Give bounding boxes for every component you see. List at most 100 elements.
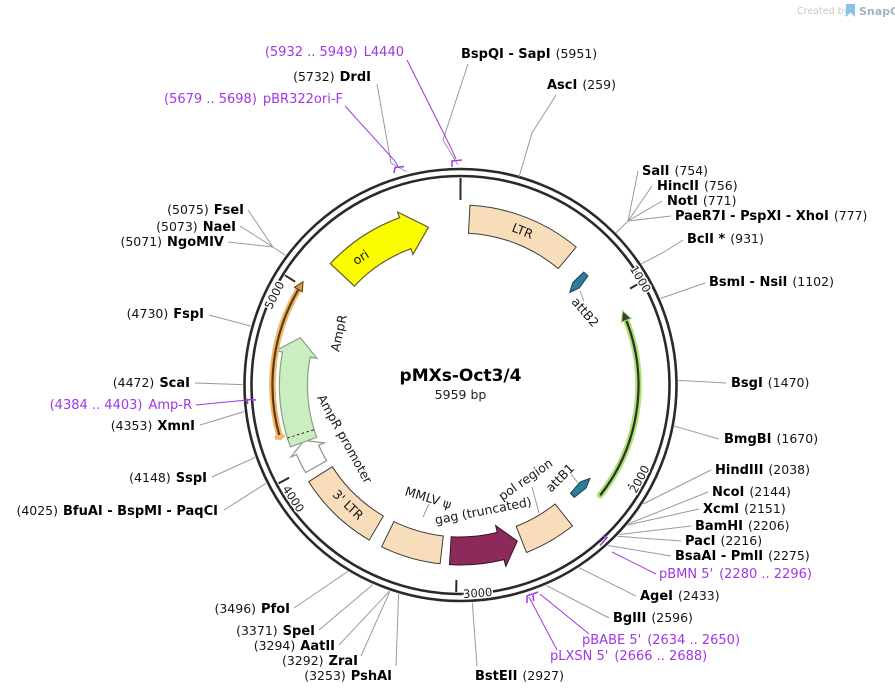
leader-line [617, 535, 682, 542]
enzyme-label[interactable]: AgeI (2433) [640, 588, 720, 604]
plasmid-title: pMXs-Oct3/4 5959 bp [400, 366, 522, 402]
feature-orf-arc[interactable] [596, 309, 642, 499]
features [269, 204, 642, 568]
enzyme-label[interactable]: PaeR7I - PspXI - XhoI (777) [675, 208, 867, 224]
gene-arrowhead [293, 280, 304, 293]
feature-label-ori[interactable]: ori [350, 247, 372, 268]
primer-site-mark [246, 398, 257, 404]
feature-label-leaders [422, 290, 585, 518]
leader-line [627, 170, 639, 222]
enzyme-label[interactable]: NcoI (2144) [712, 484, 791, 500]
leader-line [223, 482, 267, 511]
leader-line [406, 59, 457, 160]
leader-line [518, 94, 557, 178]
enzyme-label[interactable]: BsmI - NsiI (1102) [709, 274, 834, 290]
enzyme-label[interactable]: (4025) BfuAI - BspMI - PaqCI [16, 503, 218, 519]
enzyme-label[interactable]: NotI (771) [667, 193, 737, 209]
primer-label[interactable]: pBABE 5' (2634 .. 2650) [582, 633, 740, 648]
feature-label-ltr5[interactable]: LTR [510, 220, 536, 242]
leader-line [338, 590, 390, 646]
enzyme-label[interactable]: (5732) DrdI [293, 69, 371, 85]
enzyme-label[interactable]: BsgI (1470) [731, 375, 809, 391]
enzyme-label[interactable]: (5071) NgoMIV [120, 234, 224, 250]
leader-line [199, 411, 245, 426]
enzyme-label[interactable]: BstEII (2927) [475, 668, 564, 684]
tick-mark [278, 476, 290, 485]
tick-mark [629, 281, 641, 290]
feature-attb1-arrow[interactable] [569, 475, 592, 499]
enzyme-labels-left: (5732) DrdI (5075) FseI (5073) NaeI (5071) N… [16, 69, 392, 684]
leader-line [674, 425, 720, 440]
enzyme-label[interactable]: SalI (754) [642, 163, 708, 179]
primer-label[interactable]: (5679 .. 5698) pBR322ori-F [164, 92, 343, 107]
enzyme-label[interactable]: (3371) SpeI [236, 623, 315, 639]
enzyme-label[interactable]: BamHI (2206) [695, 518, 790, 534]
enzyme-label[interactable]: XcmI (2151) [703, 501, 786, 517]
enzyme-label[interactable]: PacI (2216) [685, 533, 762, 549]
leader-line [615, 220, 629, 234]
enzyme-label[interactable]: AscI (259) [547, 77, 616, 93]
leader-line [360, 590, 391, 657]
orf-arrowhead [620, 309, 633, 324]
enzyme-label[interactable]: (5075) FseI [167, 202, 244, 218]
leader-line [531, 486, 540, 514]
primer-label[interactable]: pLXSN 5' (2666 .. 2688) [550, 649, 707, 664]
primer-leaders [195, 59, 657, 651]
leader-line [579, 290, 585, 302]
leader-line [628, 491, 709, 525]
enzyme-labels-right: BspQI - SapI (5951) AscI (259) SalI (754) H… [461, 46, 867, 684]
feature-amp-promoter-arrow[interactable] [289, 439, 328, 474]
enzyme-label[interactable]: BclI * (931) [687, 231, 764, 247]
plasmid-length: 5959 bp [435, 387, 487, 402]
enzyme-label[interactable]: (4730) FspI [127, 306, 204, 322]
leader-line [627, 200, 663, 222]
leader-line [641, 239, 684, 265]
primer-label[interactable]: pBMN 5' (2280 .. 2296) [659, 567, 812, 582]
leader-line [546, 584, 610, 619]
feature-gag-arrow[interactable] [448, 524, 518, 568]
enzyme-label[interactable]: (3292) ZraI [282, 653, 358, 669]
enzyme-label[interactable]: BsaAI - PmlI (2275) [675, 548, 810, 564]
leader-line [211, 457, 256, 478]
feature-ltr3-box[interactable] [308, 466, 385, 541]
primer-site-mark [532, 591, 539, 602]
enzyme-label[interactable]: HindIII (2038) [715, 462, 810, 478]
enzyme-label[interactable]: (3294) AatII [254, 638, 335, 654]
enzyme-label[interactable]: (3253) PshAI [304, 668, 392, 684]
enzyme-label[interactable]: (3496) PfoI [214, 601, 290, 617]
feature-label-ampr[interactable]: AmpR [327, 313, 350, 353]
enzyme-label[interactable]: (5073) NaeI [156, 219, 236, 235]
leader-line [528, 596, 558, 651]
tick-mark [627, 483, 639, 492]
feature-gene-arc[interactable] [269, 280, 304, 441]
leader-line [570, 473, 579, 484]
primer-labels: (5932 .. 5949) L4440 (5679 .. 5698) pBR322… [50, 45, 812, 664]
feature-ampr-arrow[interactable] [273, 336, 319, 448]
feature-label-psi[interactable]: MMLV ψ [403, 484, 453, 512]
leader-line [227, 241, 274, 248]
enzyme-label[interactable]: (4148) SspI [129, 470, 207, 486]
enzyme-label[interactable]: HincII (756) [657, 178, 738, 194]
leader-line [608, 545, 672, 557]
feature-attb2-arrow[interactable] [567, 271, 589, 295]
enzyme-label[interactable]: (4472) ScaI [113, 375, 190, 391]
primer-label[interactable]: (5932 .. 5949) L4440 [265, 45, 404, 60]
feature-ltr5-box[interactable] [467, 204, 577, 270]
enzyme-label[interactable]: BspQI - SapI (5951) [461, 46, 597, 62]
primer-label[interactable]: (4384 .. 4403) Amp-R [50, 398, 192, 413]
enzyme-label[interactable]: BglII (2596) [613, 610, 693, 626]
leader-line [376, 83, 408, 173]
feature-psi-box[interactable] [380, 520, 444, 565]
primer-site-mark [599, 534, 609, 546]
enzyme-label[interactable]: (4353) XmnI [111, 418, 195, 434]
feature-pol-box[interactable] [515, 503, 574, 554]
leader-line [247, 209, 274, 248]
leader-line [395, 593, 400, 667]
leader-line [293, 571, 348, 609]
enzyme-leader-lines [194, 63, 727, 667]
gene-arc-start-cap [274, 433, 286, 441]
feature-label-attb2[interactable]: attB2 [569, 294, 603, 330]
enzyme-label[interactable]: BmgBI (1670) [724, 431, 818, 447]
feature-ori-arrow[interactable] [329, 210, 430, 287]
